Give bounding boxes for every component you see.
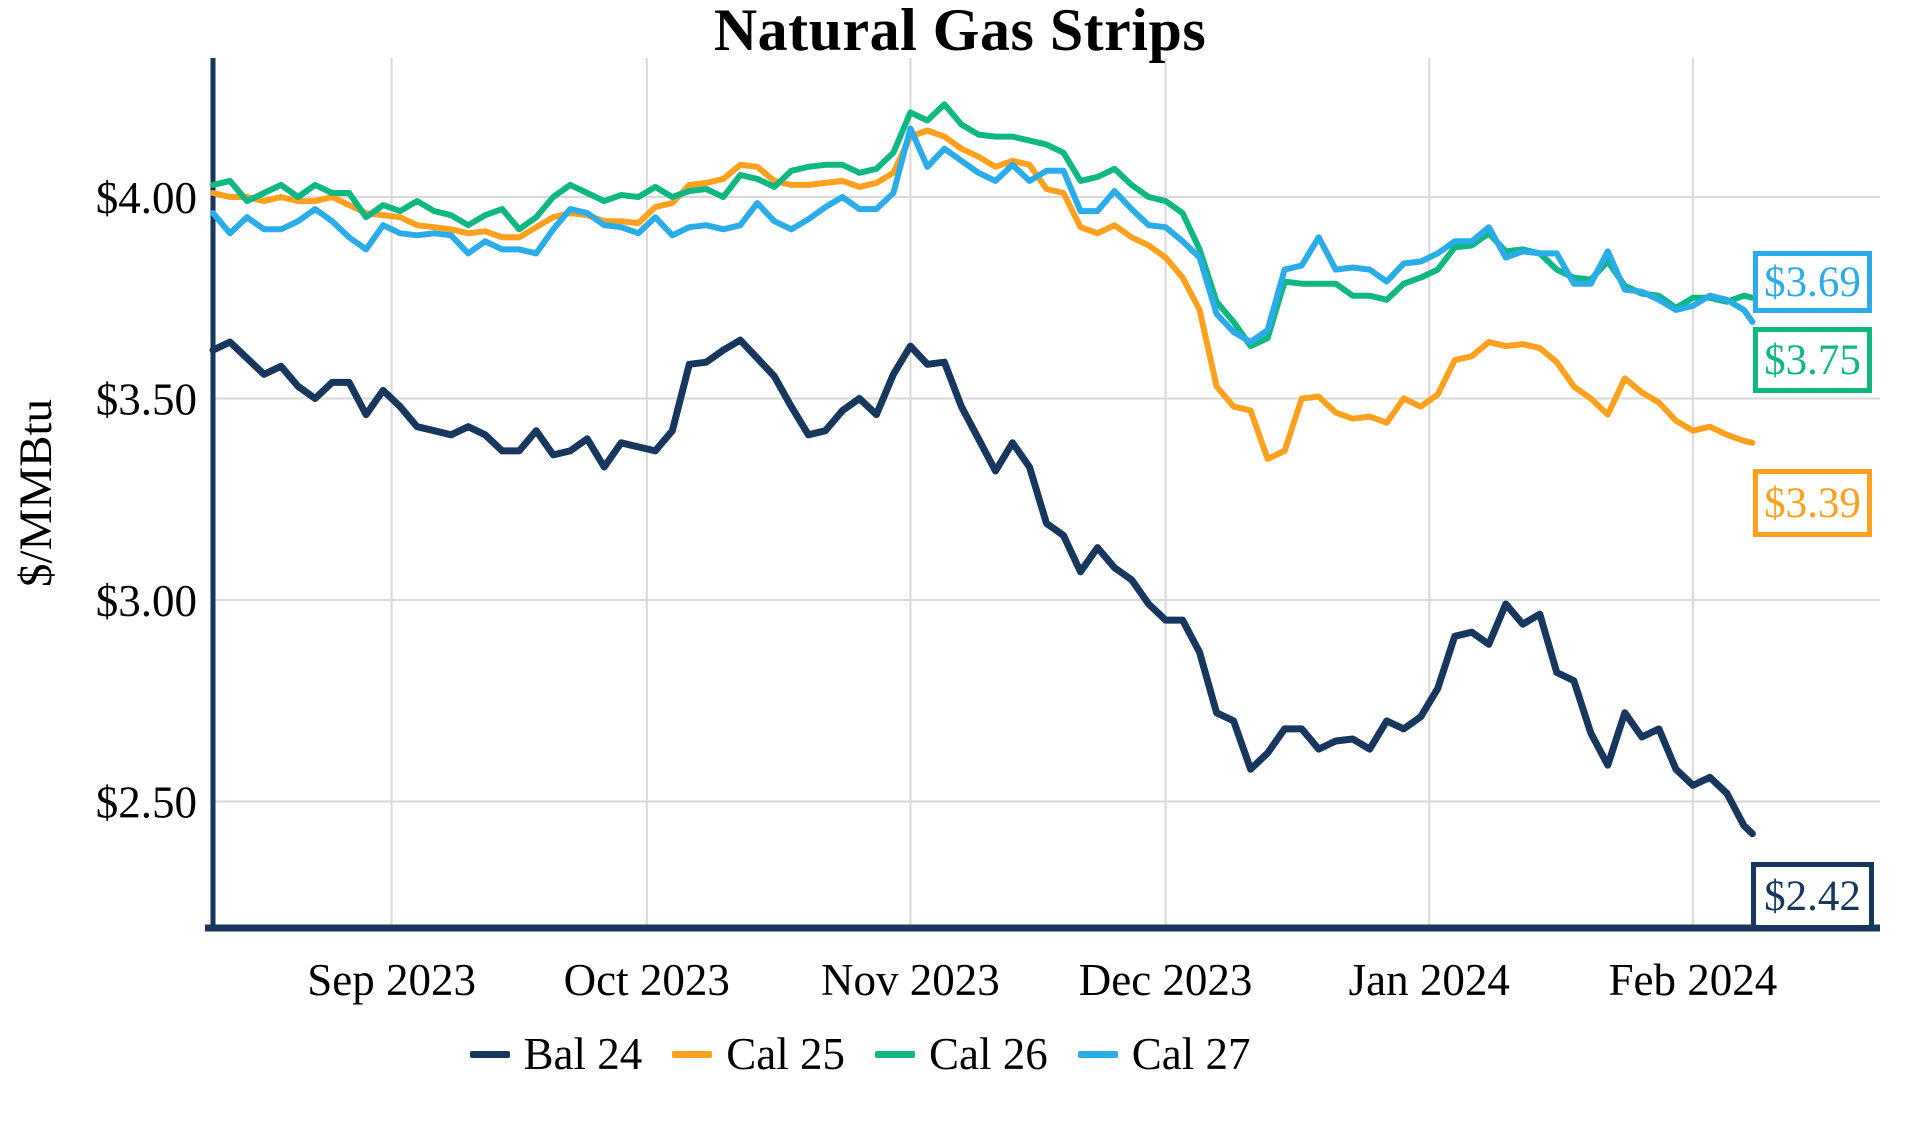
y-axis-label: $/MMBtu bbox=[10, 398, 62, 588]
y-tick-label: $2.50 bbox=[96, 777, 197, 827]
x-tick-label: Oct 2023 bbox=[564, 955, 730, 1005]
legend-line-swatch bbox=[469, 1051, 510, 1058]
chart-legend: Bal 24 Cal 25 Cal 26 Cal 27 bbox=[0, 1032, 1720, 1077]
series-line-cal-27 bbox=[210, 125, 1756, 346]
series-line-cal-26 bbox=[210, 101, 1756, 350]
y-tick-label: $3.50 bbox=[96, 375, 197, 425]
chart-title: Natural Gas Strips bbox=[713, 0, 1207, 63]
x-tick-label: Dec 2023 bbox=[1079, 955, 1253, 1005]
legend-label: Cal 25 bbox=[726, 1029, 845, 1079]
x-tick-label: Sep 2023 bbox=[307, 955, 476, 1005]
legend-line-swatch bbox=[875, 1051, 915, 1058]
legend-label: Cal 26 bbox=[929, 1029, 1048, 1079]
x-tick-label: Jan 2024 bbox=[1349, 955, 1510, 1005]
end-value-label-cal-27: $3.69 bbox=[1753, 251, 1872, 313]
end-value-label-cal-26: $3.75 bbox=[1753, 327, 1872, 393]
legend-label: Cal 27 bbox=[1131, 1029, 1251, 1079]
legend-item-bal-24: Bal 24 bbox=[469, 1029, 643, 1079]
legend-line-swatch bbox=[672, 1051, 713, 1058]
legend-item-cal-27: Cal 27 bbox=[1077, 1029, 1251, 1079]
y-tick-label: $4.00 bbox=[96, 173, 197, 223]
legend-label: Bal 24 bbox=[523, 1029, 643, 1079]
end-value-label-bal-24: $2.42 bbox=[1751, 862, 1874, 930]
x-tick-label: Feb 2024 bbox=[1609, 955, 1778, 1005]
series-line-cal-25 bbox=[210, 127, 1756, 462]
y-tick-label: $3.00 bbox=[96, 576, 197, 626]
x-tick-label: Nov 2023 bbox=[821, 955, 1000, 1005]
legend-item-cal-25: Cal 25 bbox=[672, 1032, 845, 1077]
legend-line-swatch bbox=[1077, 1051, 1118, 1058]
end-value-label-cal-25: $3.39 bbox=[1753, 469, 1872, 537]
series-line-bal-24 bbox=[209, 336, 1756, 838]
legend-item-cal-26: Cal 26 bbox=[875, 1032, 1048, 1077]
